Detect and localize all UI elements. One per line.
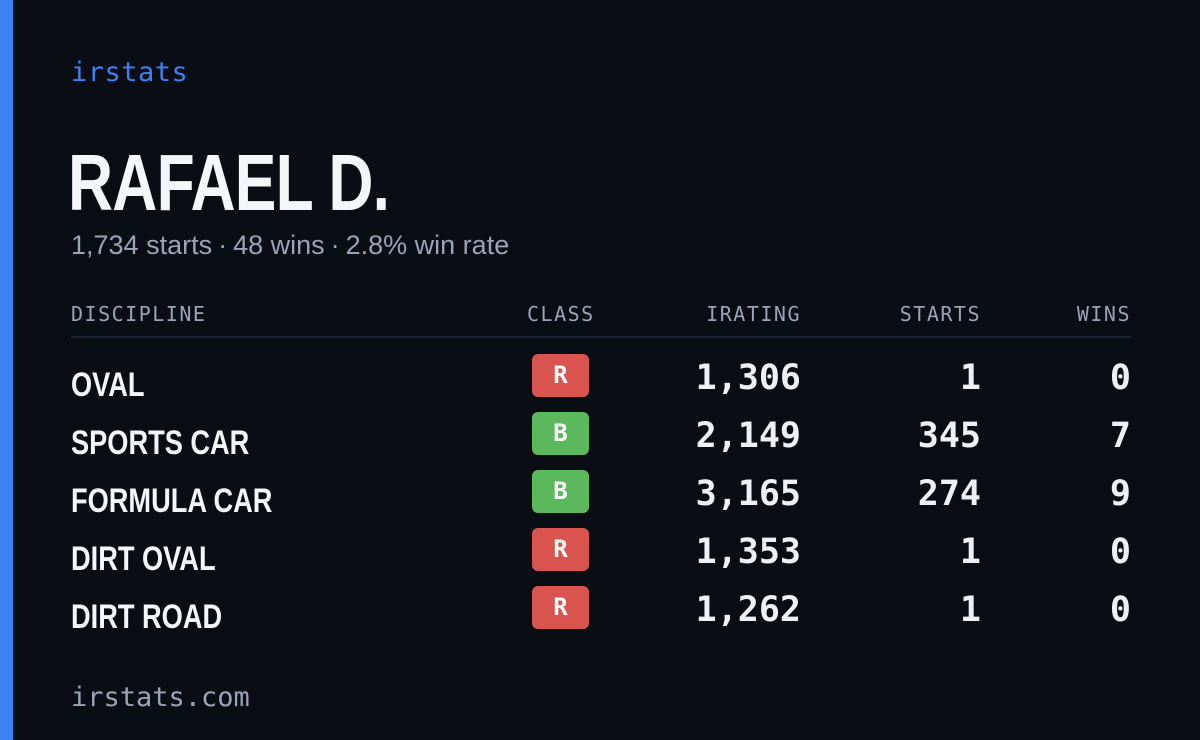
stats-summary: 1,734 starts · 48 wins · 2.8% win rate (71, 228, 509, 262)
irating-value: 1,262 (695, 590, 801, 630)
starts-value: 1 (959, 532, 981, 572)
table-row: DIRT ROAD R 1,262 1 0 (71, 586, 1131, 644)
summary-starts: 1,734 starts (71, 230, 213, 260)
header-class: CLASS (527, 302, 595, 326)
summary-wins: 48 wins (233, 230, 325, 260)
starts-value: 345 (917, 416, 981, 456)
brand-logo: irstats (71, 57, 189, 88)
wins-value: 0 (1109, 590, 1131, 630)
summary-win-rate: 2.8% win rate (345, 230, 510, 260)
table-row: OVAL R 1,306 1 0 (71, 354, 1131, 412)
license-class-badge: B (532, 470, 589, 513)
discipline-name: DIRT OVAL (71, 540, 216, 578)
discipline-name: FORMULA CAR (71, 482, 273, 520)
header-irating: IRATING (706, 302, 801, 326)
summary-separator: · (330, 230, 340, 260)
license-class-badge: B (532, 412, 589, 455)
wins-value: 7 (1109, 416, 1131, 456)
license-class-badge: R (532, 586, 589, 629)
wins-value: 0 (1109, 532, 1131, 572)
header-wins: WINS (1076, 302, 1131, 326)
table-header: DISCIPLINE CLASS IRATING STARTS WINS (71, 296, 1131, 338)
license-class-badge: R (532, 528, 589, 571)
header-discipline: DISCIPLINE (71, 302, 207, 326)
discipline-name: OVAL (71, 366, 145, 404)
irating-value: 1,353 (695, 532, 801, 572)
irating-value: 3,165 (695, 474, 801, 514)
driver-name: RAFAEL D. (68, 138, 390, 227)
wins-value: 0 (1109, 358, 1131, 398)
starts-value: 1 (959, 590, 981, 630)
discipline-name: SPORTS CAR (71, 424, 250, 462)
starts-value: 1 (959, 358, 981, 398)
wins-value: 9 (1109, 474, 1131, 514)
summary-separator: · (218, 230, 228, 260)
starts-value: 274 (917, 474, 981, 514)
irating-value: 1,306 (695, 358, 801, 398)
license-class-badge: R (532, 354, 589, 397)
table-body: OVAL R 1,306 1 0 SPORTS CAR B 2,149 345 … (71, 354, 1131, 644)
discipline-name: DIRT ROAD (71, 598, 223, 636)
footer-url: irstats.com (71, 682, 250, 713)
table-row: FORMULA CAR B 3,165 274 9 (71, 470, 1131, 528)
table-row: SPORTS CAR B 2,149 345 7 (71, 412, 1131, 470)
header-starts: STARTS (899, 302, 981, 326)
accent-bar (0, 0, 13, 740)
table-row: DIRT OVAL R 1,353 1 0 (71, 528, 1131, 586)
discipline-table: DISCIPLINE CLASS IRATING STARTS WINS OVA… (71, 296, 1131, 644)
irating-value: 2,149 (695, 416, 801, 456)
